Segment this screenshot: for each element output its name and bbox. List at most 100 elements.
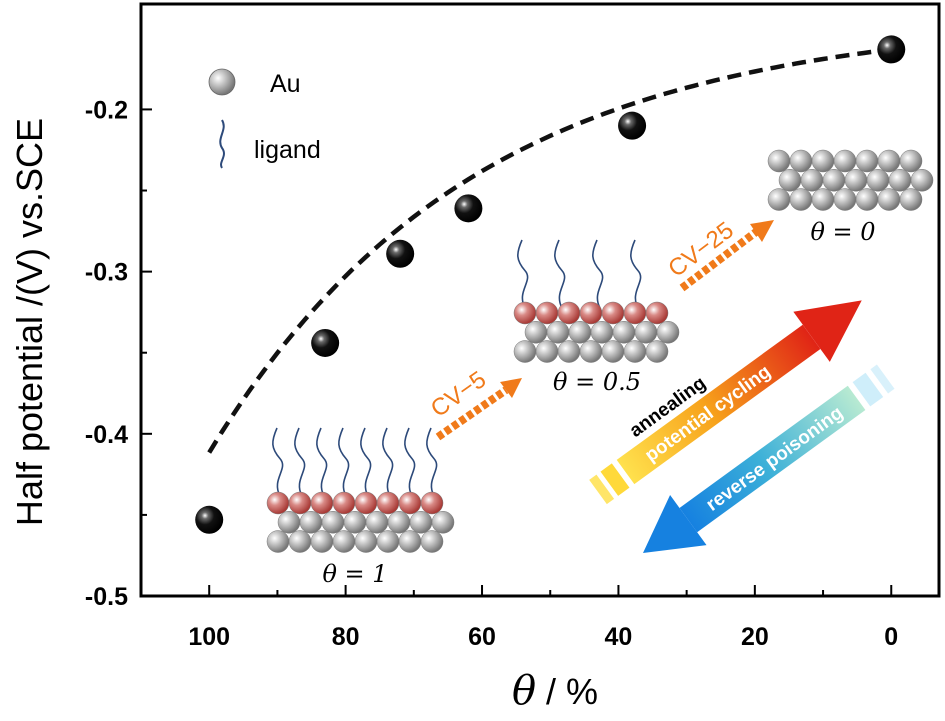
atom xyxy=(656,321,680,344)
atom xyxy=(888,169,912,192)
atom xyxy=(601,340,625,363)
x-axis-unit: / % xyxy=(536,671,598,712)
atom xyxy=(800,169,824,192)
atom xyxy=(899,149,923,173)
atom xyxy=(277,511,301,534)
atom xyxy=(789,149,813,173)
reverse-poisoning-label: reverse poisoning xyxy=(702,402,847,515)
atom xyxy=(855,188,879,211)
atom xyxy=(833,149,857,173)
atom xyxy=(579,301,603,325)
ligand-chain xyxy=(517,239,529,309)
ligand-chains-theta-1 xyxy=(272,427,438,497)
atom xyxy=(310,530,334,553)
atom xyxy=(568,321,592,344)
atom xyxy=(299,511,323,534)
atom xyxy=(899,188,923,211)
x-tick-label: 20 xyxy=(741,623,769,651)
surface-theta-0: θ = 0 xyxy=(767,149,934,246)
ligand-chain xyxy=(630,239,642,309)
atom xyxy=(767,149,791,173)
axes: 100 80 60 40 20 0 -0.2 -0.3 -0.4 -0.5 xyxy=(85,96,898,651)
x-tick-label: 40 xyxy=(605,623,633,651)
atom xyxy=(789,188,813,211)
atom xyxy=(811,149,835,173)
plot-frame xyxy=(139,2,941,598)
x-tick-label: 80 xyxy=(332,623,360,651)
atom xyxy=(376,491,400,515)
atom-lattice-theta-05 xyxy=(513,301,680,363)
atom xyxy=(910,169,934,192)
atom xyxy=(557,340,581,363)
cv5-arrow: CV−5 xyxy=(426,366,522,441)
y-tick-label: -0.4 xyxy=(85,421,128,449)
atom xyxy=(409,511,433,534)
y-tick-label: -0.3 xyxy=(85,259,128,287)
atom xyxy=(354,491,378,515)
x-axis-symbol: θ xyxy=(512,668,536,714)
cv25-arrow: CV−25 xyxy=(663,217,774,292)
ligand-chain xyxy=(360,427,372,497)
atom xyxy=(866,169,890,192)
atom-lattice-theta-0 xyxy=(767,149,934,211)
data-point xyxy=(454,194,483,223)
atom xyxy=(557,301,581,325)
atom xyxy=(420,491,444,515)
atom xyxy=(288,491,312,515)
ligand-chain xyxy=(272,427,284,497)
surface-theta-05: θ = 0.5 xyxy=(513,239,680,396)
ligand-chain xyxy=(294,427,306,497)
data-point xyxy=(618,111,647,140)
ligand-chains-theta-05 xyxy=(517,239,642,309)
atom xyxy=(398,530,422,553)
legend-ligand-label: ligand xyxy=(254,136,321,164)
atom xyxy=(524,321,548,344)
data-point xyxy=(386,239,415,268)
atom xyxy=(612,321,636,344)
atom xyxy=(343,511,367,534)
atom xyxy=(513,301,537,325)
atom xyxy=(266,530,290,553)
atom xyxy=(387,511,411,534)
atom xyxy=(365,511,389,534)
atom xyxy=(844,169,868,192)
atom xyxy=(513,340,537,363)
atom xyxy=(332,530,356,553)
ligand-chain xyxy=(404,427,416,497)
atom xyxy=(354,530,378,553)
data-point xyxy=(311,328,340,357)
data-point xyxy=(877,35,906,64)
legend-au-label: Au xyxy=(270,70,301,98)
atom xyxy=(601,301,625,325)
atom xyxy=(579,340,603,363)
atom xyxy=(332,491,356,515)
atom xyxy=(376,530,400,553)
y-tick-label: -0.5 xyxy=(85,583,128,611)
ligand-chain xyxy=(338,427,350,497)
atom xyxy=(645,301,669,325)
atom xyxy=(811,188,835,211)
legend: Au ligand xyxy=(208,68,321,169)
atom xyxy=(877,188,901,211)
data-point xyxy=(195,505,224,534)
atom xyxy=(535,301,559,325)
x-tick-label: 60 xyxy=(468,623,496,651)
atom xyxy=(634,321,658,344)
atom xyxy=(398,491,422,515)
atom xyxy=(266,491,290,515)
ligand-chain xyxy=(382,427,394,497)
atom xyxy=(321,511,345,534)
fit-curve xyxy=(207,47,892,454)
y-axis-title: Half potential /(V) vs.SCE xyxy=(9,118,50,526)
ligand-chain xyxy=(592,239,604,309)
atom xyxy=(623,340,647,363)
atom-lattice-theta-1 xyxy=(266,491,455,553)
cv5-label: CV−5 xyxy=(426,366,491,423)
fit-line xyxy=(207,47,892,454)
legend-au-marker xyxy=(208,68,236,96)
atom xyxy=(767,188,791,211)
atom xyxy=(310,491,334,515)
atom xyxy=(288,530,312,553)
ligand-chain xyxy=(554,239,566,309)
